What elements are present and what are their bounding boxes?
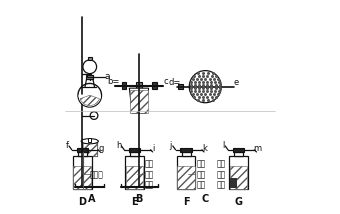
Bar — [234, 152, 243, 156]
Bar — [86, 75, 93, 79]
Bar — [230, 178, 237, 188]
Text: l: l — [222, 141, 224, 150]
Text: F: F — [183, 197, 189, 207]
Text: c: c — [163, 77, 168, 86]
Bar — [130, 152, 139, 156]
Text: A: A — [88, 194, 96, 204]
Bar — [87, 75, 93, 77]
Bar — [230, 165, 247, 189]
Bar — [122, 82, 126, 89]
Text: 紫色
石蕊
溶液: 紫色 石蕊 溶液 — [145, 160, 154, 189]
Text: B: B — [135, 194, 143, 204]
Text: f: f — [65, 141, 68, 150]
Bar — [152, 82, 156, 89]
Bar — [178, 84, 183, 89]
Text: e: e — [233, 78, 239, 87]
Circle shape — [189, 71, 221, 103]
Bar — [83, 143, 97, 156]
Text: a: a — [104, 72, 110, 81]
Text: d=: d= — [169, 78, 181, 87]
Bar — [125, 156, 144, 189]
Text: G: G — [235, 197, 242, 207]
Bar — [73, 165, 91, 189]
Text: m: m — [253, 144, 261, 153]
Bar — [233, 148, 244, 152]
Bar — [78, 152, 87, 156]
Bar — [88, 138, 91, 142]
Text: C: C — [202, 194, 209, 204]
Bar — [229, 156, 248, 189]
Ellipse shape — [81, 139, 98, 144]
Bar — [126, 165, 143, 189]
Bar — [82, 141, 98, 156]
Bar — [88, 57, 92, 60]
Text: D: D — [78, 197, 86, 207]
Text: j: j — [169, 141, 172, 150]
Bar — [136, 82, 142, 89]
Text: 浓硫酸: 浓硫酸 — [90, 170, 104, 179]
Bar — [131, 90, 148, 113]
Text: h: h — [117, 141, 122, 150]
Text: b=: b= — [107, 77, 119, 86]
Bar — [182, 152, 190, 156]
Bar — [177, 156, 196, 189]
Circle shape — [78, 83, 102, 107]
Polygon shape — [79, 95, 100, 106]
Polygon shape — [129, 88, 149, 113]
Text: g: g — [99, 144, 104, 153]
Bar — [73, 156, 92, 189]
Text: i: i — [153, 144, 155, 153]
Text: 干燥
的红
纸条: 干燥 的红 纸条 — [217, 160, 226, 189]
Bar — [77, 148, 88, 152]
Text: k: k — [203, 144, 207, 153]
Bar — [181, 148, 192, 152]
Bar — [177, 165, 195, 189]
Text: 氢氧
化钠
溶液: 氢氧 化钠 溶液 — [196, 160, 205, 189]
Bar — [129, 148, 140, 152]
Text: E: E — [131, 197, 138, 207]
Circle shape — [83, 60, 97, 74]
